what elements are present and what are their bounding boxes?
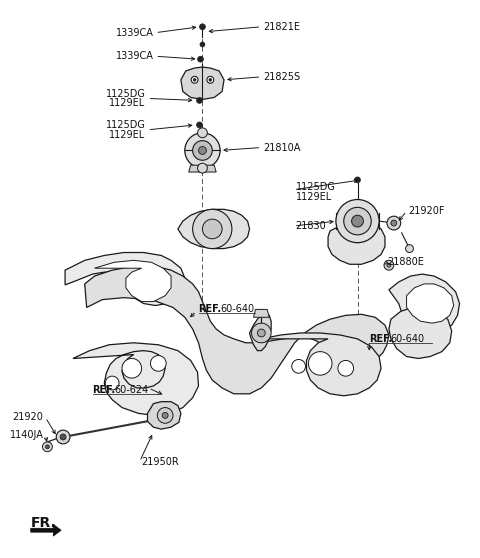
Text: 1140JA: 1140JA bbox=[10, 430, 44, 440]
Circle shape bbox=[338, 360, 354, 376]
Circle shape bbox=[406, 244, 413, 253]
Polygon shape bbox=[95, 261, 171, 301]
Circle shape bbox=[203, 219, 222, 239]
Circle shape bbox=[387, 263, 391, 267]
Circle shape bbox=[207, 76, 214, 83]
Circle shape bbox=[191, 76, 198, 83]
Circle shape bbox=[162, 412, 168, 418]
Text: 60-624: 60-624 bbox=[114, 385, 148, 395]
Circle shape bbox=[46, 445, 49, 449]
Circle shape bbox=[209, 78, 212, 81]
Text: 1129EL: 1129EL bbox=[109, 130, 145, 140]
Polygon shape bbox=[178, 209, 250, 248]
Circle shape bbox=[257, 329, 265, 337]
Polygon shape bbox=[328, 221, 385, 264]
Circle shape bbox=[387, 216, 401, 230]
Text: 21825S: 21825S bbox=[264, 72, 300, 82]
Circle shape bbox=[122, 358, 142, 378]
Text: REF.: REF. bbox=[369, 334, 393, 344]
Circle shape bbox=[60, 434, 66, 440]
Polygon shape bbox=[147, 402, 181, 429]
Polygon shape bbox=[389, 274, 459, 333]
Circle shape bbox=[197, 122, 203, 128]
Circle shape bbox=[192, 141, 212, 160]
Text: REF.: REF. bbox=[199, 305, 222, 314]
Text: 60-640: 60-640 bbox=[391, 334, 425, 344]
Text: 21821E: 21821E bbox=[264, 22, 300, 32]
Circle shape bbox=[200, 42, 205, 47]
Circle shape bbox=[252, 323, 271, 343]
Circle shape bbox=[157, 407, 173, 424]
Polygon shape bbox=[65, 253, 185, 305]
Text: 21830: 21830 bbox=[296, 221, 326, 231]
Polygon shape bbox=[31, 525, 61, 536]
Text: 1125DG: 1125DG bbox=[106, 120, 145, 130]
Polygon shape bbox=[250, 314, 271, 350]
Circle shape bbox=[193, 78, 196, 81]
Circle shape bbox=[199, 147, 206, 155]
Circle shape bbox=[336, 200, 379, 243]
Circle shape bbox=[352, 215, 363, 227]
Circle shape bbox=[391, 220, 397, 226]
Text: 1125DG: 1125DG bbox=[106, 89, 145, 99]
Polygon shape bbox=[181, 67, 224, 99]
Circle shape bbox=[344, 208, 371, 235]
Circle shape bbox=[309, 352, 332, 375]
Text: 1339CA: 1339CA bbox=[116, 28, 154, 38]
Text: 1125DG: 1125DG bbox=[296, 182, 336, 192]
Circle shape bbox=[384, 261, 394, 270]
Text: 21810A: 21810A bbox=[264, 142, 300, 152]
Text: 1339CA: 1339CA bbox=[116, 51, 154, 61]
Text: 21920: 21920 bbox=[12, 412, 44, 422]
Polygon shape bbox=[73, 343, 199, 415]
Polygon shape bbox=[189, 165, 216, 172]
Text: REF.: REF. bbox=[93, 385, 116, 395]
Circle shape bbox=[192, 209, 232, 248]
Text: FR.: FR. bbox=[31, 516, 57, 530]
Text: 21880E: 21880E bbox=[387, 257, 424, 267]
Circle shape bbox=[198, 163, 207, 173]
Circle shape bbox=[355, 177, 360, 183]
Circle shape bbox=[185, 133, 220, 168]
Circle shape bbox=[198, 56, 204, 62]
Text: 1129EL: 1129EL bbox=[296, 191, 332, 201]
Polygon shape bbox=[84, 266, 389, 394]
Polygon shape bbox=[389, 307, 452, 358]
Circle shape bbox=[105, 376, 119, 390]
Text: 21920F: 21920F bbox=[408, 206, 445, 217]
Polygon shape bbox=[253, 310, 269, 318]
Text: 1129EL: 1129EL bbox=[109, 98, 145, 108]
Circle shape bbox=[43, 442, 52, 452]
Polygon shape bbox=[261, 333, 381, 396]
Circle shape bbox=[198, 128, 207, 138]
Circle shape bbox=[292, 359, 305, 373]
Text: 60-640: 60-640 bbox=[220, 305, 254, 314]
Circle shape bbox=[197, 98, 203, 103]
Circle shape bbox=[150, 355, 166, 371]
Circle shape bbox=[56, 430, 70, 444]
Text: 21950R: 21950R bbox=[142, 456, 180, 466]
Polygon shape bbox=[407, 284, 454, 323]
Circle shape bbox=[200, 24, 205, 30]
